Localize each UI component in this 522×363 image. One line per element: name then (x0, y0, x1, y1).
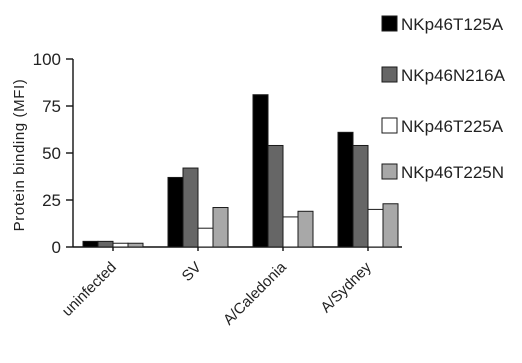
bar-nkp46t125a-sv (167, 176, 184, 248)
bar-nkp46n216a-sv (182, 167, 199, 248)
legend-label: NKp46T225A (401, 117, 504, 136)
bar-nkp46t125a-a-caledonia (252, 94, 269, 248)
y-axis-label: Protein binding (MFI) (11, 79, 28, 232)
bar-nkp46n216a-a-sydney (352, 144, 369, 248)
y-tick-label: 50 (42, 144, 61, 163)
bar-nkp46t225n-uninfected (127, 242, 144, 248)
x-tick-label: A/Sydney (317, 258, 375, 316)
x-tick-label: A/Caledonia (220, 258, 290, 328)
y-tick-label: 25 (42, 191, 61, 210)
legend-swatch (381, 15, 398, 32)
x-tick-label: uninfected (59, 259, 120, 320)
bar-nkp46t225a-a-caledonia (282, 216, 299, 248)
bar-nkp46t125a-a-sydney (337, 131, 354, 248)
legend-label: NKp46T125A (401, 15, 504, 34)
x-axis: uninfected SV A/Caledonia A/Sydney (59, 246, 402, 329)
legend-swatch (381, 66, 398, 83)
y-axis: 0 25 50 75 100 (33, 50, 74, 257)
y-tick-label: 0 (52, 238, 61, 257)
legend-label: NKp46T225N (401, 163, 504, 182)
bar-nkp46n216a-a-caledonia (267, 144, 284, 248)
bar-nkp46t225n-a-caledonia (297, 210, 314, 248)
bar-nkp46t225a-uninfected (112, 242, 129, 248)
legend-label: NKp46N216A (401, 66, 506, 85)
legend-item-nkp46t225a: NKp46T225A (381, 117, 504, 136)
legend-swatch (381, 117, 398, 134)
legend-item-nkp46t125a: NKp46T125A (381, 15, 504, 34)
bars (82, 94, 399, 248)
legend-item-nkp46t225n: NKp46T225N (381, 163, 504, 182)
bar-nkp46t225n-a-sydney (382, 203, 399, 248)
bar-nkp46n216a-uninfected (97, 240, 114, 248)
bar-nkp46t125a-uninfected (82, 240, 99, 248)
bar-nkp46t225a-a-sydney (367, 208, 384, 248)
legend-swatch (381, 163, 398, 180)
y-tick-label: 100 (33, 50, 61, 69)
bar-nkp46t225a-sv (197, 227, 214, 248)
x-tick-label: SV (179, 259, 205, 285)
bar-nkp46t225n-sv (212, 207, 229, 248)
legend: NKp46T125A NKp46N216A NKp46T225A NKp46T225N (381, 15, 506, 182)
y-tick-label: 75 (42, 97, 61, 116)
legend-item-nkp46n216a: NKp46N216A (381, 66, 506, 85)
